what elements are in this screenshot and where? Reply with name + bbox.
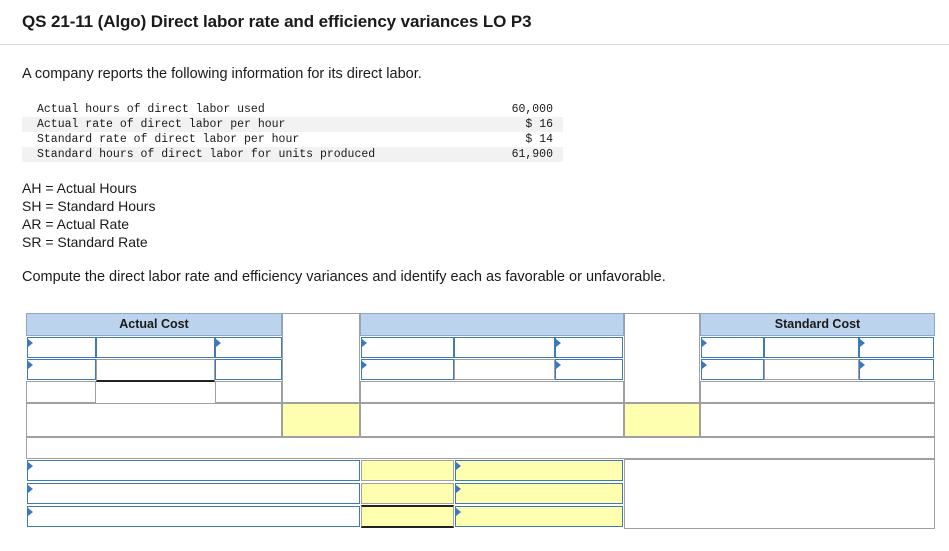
actual-rate-dropdown[interactable] (215, 337, 282, 358)
actual-rate-input[interactable] (96, 359, 215, 382)
actual-cost-label-dropdown-1[interactable] (27, 337, 96, 358)
abbr-ah: AH = Actual Hours (22, 180, 137, 196)
title-divider (0, 44, 949, 45)
spacer-col-1 (282, 313, 360, 403)
actual-hours-input[interactable] (96, 337, 215, 358)
standard-cost-total[interactable] (700, 403, 935, 437)
actual-cost-label-dropdown-2[interactable] (27, 359, 96, 380)
variance-label-dropdown-3[interactable] (27, 506, 360, 527)
data-row-actual-hours: Actual hours of direct labor used 60,000 (22, 102, 563, 117)
data-value: 61,900 (511, 148, 553, 161)
intro-text: A company reports the following informat… (22, 66, 422, 82)
abbr-sh: SH = Standard Hours (22, 198, 156, 214)
actual-row3-left (26, 381, 96, 403)
data-row-actual-rate: Actual rate of direct labor per hour $ 1… (22, 117, 563, 132)
efficiency-variance-amount-cell[interactable] (624, 403, 700, 437)
data-row-standard-hours: Standard hours of direct labor for units… (22, 147, 563, 162)
data-value: $ 14 (525, 133, 553, 146)
standard-label-dropdown-2[interactable] (701, 359, 764, 380)
standard-rate-dropdown[interactable] (859, 337, 934, 358)
standard-row3 (700, 381, 935, 403)
middle-label-dropdown-2[interactable] (361, 359, 454, 380)
standard-hours-input[interactable] (764, 337, 859, 358)
rate-variance-amount-cell[interactable] (282, 403, 360, 437)
standard-cost-header: Standard Cost (700, 313, 935, 336)
actual-cost-extra-input[interactable] (215, 359, 282, 380)
variance-label-dropdown-1[interactable] (27, 460, 360, 481)
middle-header (360, 313, 624, 336)
variance-type-dropdown-3[interactable] (455, 506, 623, 527)
variance-type-dropdown-1[interactable] (455, 460, 623, 481)
middle-rate-input[interactable] (454, 359, 555, 380)
standard-label-dropdown-1[interactable] (701, 337, 764, 358)
actual-cost-header: Actual Cost (26, 313, 282, 336)
abbr-sr: SR = Standard Rate (22, 234, 148, 250)
variance-label-dropdown-2[interactable] (27, 483, 360, 504)
actual-row3-right (215, 381, 282, 403)
variance-type-dropdown-2[interactable] (455, 483, 623, 504)
middle-rate-dropdown[interactable] (555, 337, 623, 358)
standard-extra-dropdown[interactable] (859, 359, 934, 380)
variance-amount-1[interactable] (361, 460, 454, 481)
data-label: Standard rate of direct labor per hour (37, 133, 300, 146)
page-title: QS 21-11 (Algo) Direct labor rate and ef… (22, 12, 532, 31)
data-value: $ 16 (525, 118, 553, 131)
variance-right-blank (624, 459, 935, 529)
variance-amount-2[interactable] (361, 483, 454, 504)
middle-label-dropdown-1[interactable] (361, 337, 454, 358)
question-prompt: Compute the direct labor rate and effici… (22, 269, 666, 285)
data-label: Actual rate of direct labor per hour (37, 118, 286, 131)
standard-rate-input[interactable] (764, 359, 859, 380)
middle-row3 (360, 381, 624, 403)
data-row-standard-rate: Standard rate of direct labor per hour $… (22, 132, 563, 147)
actual-cost-total[interactable] (26, 403, 282, 437)
middle-extra-dropdown[interactable] (555, 359, 623, 380)
data-value: 60,000 (511, 103, 553, 116)
middle-cost-total[interactable] (360, 403, 624, 437)
spacer-band (26, 437, 935, 459)
abbr-ar: AR = Actual Rate (22, 216, 130, 232)
data-label: Standard hours of direct labor for units… (37, 148, 376, 161)
data-label: Actual hours of direct labor used (37, 103, 265, 116)
middle-hours-input[interactable] (454, 337, 555, 358)
variance-amount-total[interactable] (361, 505, 454, 528)
spacer-col-2 (624, 313, 700, 403)
